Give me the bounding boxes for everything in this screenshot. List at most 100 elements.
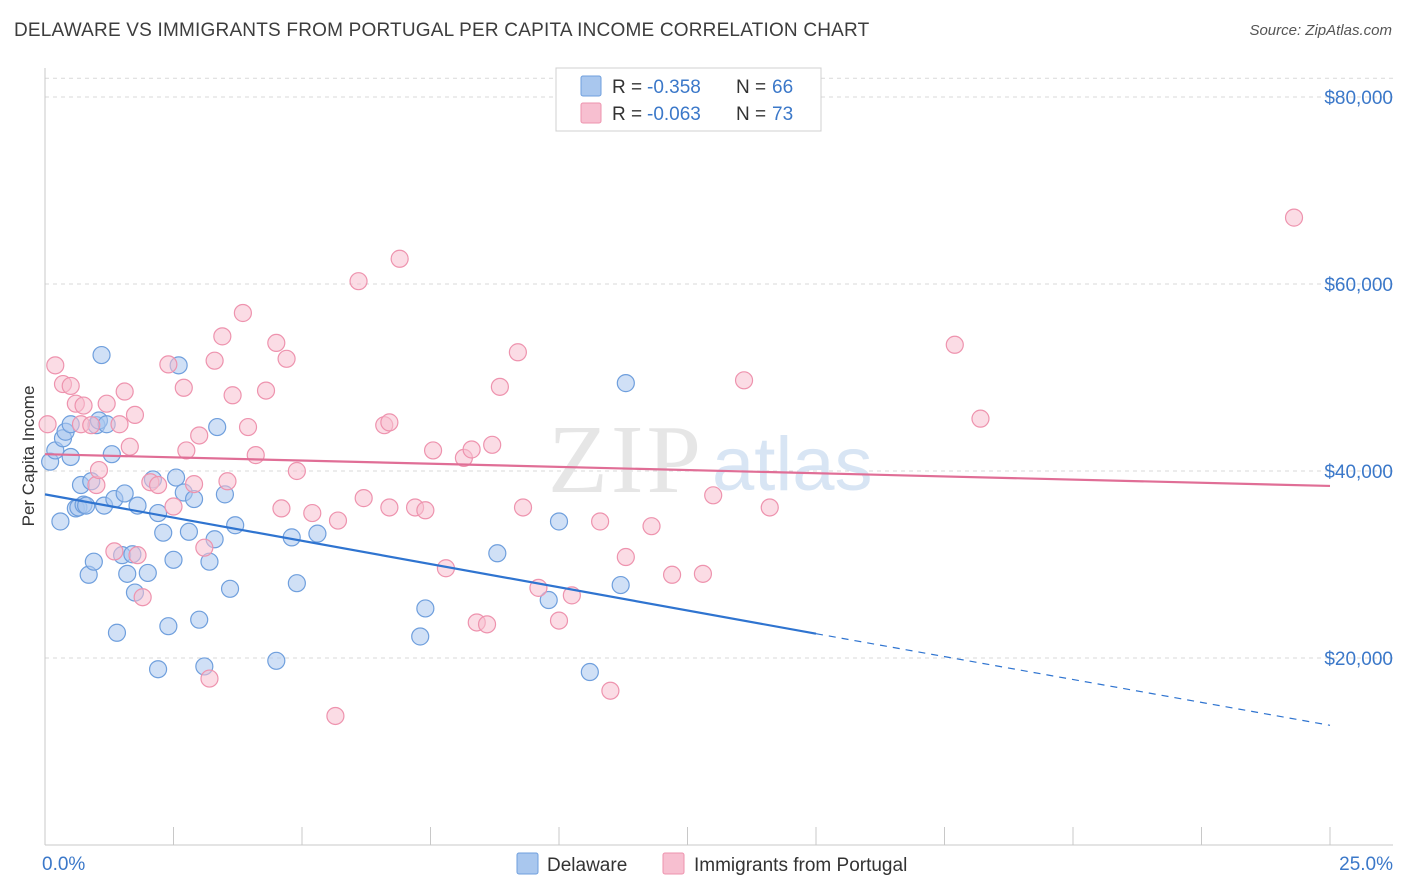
portugal-point	[61, 376, 80, 396]
y-axis-label-group: Per Capita Income	[19, 386, 38, 527]
portugal-point	[1284, 208, 1304, 227]
portugal-point	[380, 413, 399, 432]
y-tick-label: $60,000	[1324, 275, 1393, 296]
portugal-point	[120, 437, 139, 456]
portugal-point	[642, 517, 661, 536]
x-tick-label: 0.0%	[42, 854, 85, 875]
legend-bottom-label-portugal: Immigrants from Portugal	[694, 855, 907, 876]
portugal-point	[38, 415, 57, 434]
y-tick-label: $40,000	[1324, 462, 1393, 483]
portugal-point	[213, 327, 232, 346]
delaware-point	[416, 599, 435, 618]
portugal-point	[616, 547, 635, 567]
delaware-point	[226, 516, 245, 535]
chart-title: DELAWARE VS IMMIGRANTS FROM PORTUGAL PER…	[14, 20, 870, 41]
portugal-point	[256, 381, 276, 400]
portugal-point	[246, 446, 265, 465]
legend-bottom: Delaware Immigrants from Portugal	[516, 852, 907, 876]
portugal-point	[272, 499, 291, 518]
portugal-point	[704, 486, 723, 505]
portugal-point	[233, 303, 252, 323]
delaware-point	[580, 662, 599, 682]
portugal-point	[128, 546, 147, 565]
delaware-point	[51, 512, 70, 531]
portugal-point	[483, 435, 502, 454]
legend-n-value: 66	[772, 77, 793, 98]
portugal-point	[277, 349, 296, 368]
scatter-points	[38, 208, 1304, 726]
delaware-point	[611, 575, 630, 595]
legend-bottom-label-delaware: Delaware	[547, 855, 627, 876]
portugal-point	[287, 461, 306, 481]
delaware-point	[287, 574, 306, 593]
portugal-point	[125, 405, 145, 424]
delaware-trend-line	[44, 493, 817, 635]
y-axis-label: Per Capita Income	[19, 386, 38, 527]
legend-bottom-swatch-portugal	[662, 852, 685, 875]
chart-source: Source: ZipAtlas.com	[1249, 22, 1392, 39]
portugal-point	[89, 460, 109, 480]
portugal-point	[380, 498, 399, 517]
portugal-trend-line	[44, 453, 1331, 488]
tick-labels: $20,000 $40,000 $60,000 $80,000 0.0% 25.0%	[42, 88, 1393, 875]
portugal-point	[303, 503, 322, 523]
legend-n-label: N =	[736, 77, 766, 98]
portugal-point	[760, 498, 779, 517]
portugal-point	[184, 474, 204, 494]
delaware-point	[179, 522, 199, 541]
portugal-point	[218, 472, 237, 491]
trend-lines	[44, 453, 1331, 726]
portugal-point	[734, 371, 754, 390]
portugal-point	[82, 416, 101, 435]
delaware-point	[118, 564, 137, 583]
y-tick-label: $20,000	[1324, 649, 1393, 670]
delaware-point	[208, 417, 227, 437]
portugal-point	[190, 426, 209, 445]
portugal-point	[490, 377, 509, 396]
legend-r-value: -0.358	[647, 77, 701, 98]
legend-swatch-delaware	[580, 75, 602, 97]
portugal-point	[174, 378, 193, 397]
portugal-point	[349, 272, 368, 291]
portugal-point	[267, 333, 286, 353]
legend-bottom-swatch-delaware	[516, 852, 539, 875]
portugal-point	[354, 489, 373, 508]
portugal-point	[133, 588, 152, 607]
delaware-trend-extension	[815, 633, 1331, 726]
delaware-point	[267, 651, 286, 670]
delaware-point	[539, 590, 558, 610]
delaware-point	[92, 345, 111, 365]
legend-r-label: R =	[612, 77, 642, 98]
delaware-point	[159, 617, 178, 636]
portugal-point	[945, 335, 964, 354]
delaware-point	[220, 579, 240, 598]
delaware-point	[84, 552, 103, 571]
portugal-point	[477, 615, 497, 634]
portugal-point	[223, 386, 242, 405]
portugal-point	[513, 498, 533, 517]
portugal-point	[326, 706, 345, 726]
portugal-point	[87, 475, 106, 495]
portugal-point	[693, 564, 713, 583]
portugal-point	[416, 501, 435, 520]
x-tick-label: 25.0%	[1339, 854, 1393, 875]
delaware-point	[61, 447, 80, 467]
portugal-point	[177, 441, 196, 460]
delaware-point	[138, 563, 157, 583]
portugal-point	[549, 611, 569, 630]
legend-n-label: N =	[736, 104, 766, 125]
legend-r-value: -0.063	[647, 104, 701, 125]
delaware-point	[115, 484, 134, 503]
watermark-atlas: atlas	[712, 422, 873, 507]
legend-swatch-portugal	[580, 102, 602, 124]
portugal-point	[159, 355, 178, 374]
delaware-point	[190, 610, 209, 629]
portugal-point	[423, 441, 443, 460]
watermark-zip: ZIP	[548, 406, 704, 514]
portugal-point	[601, 681, 620, 700]
portugal-point	[74, 396, 93, 415]
watermark: ZIP atlas	[548, 406, 873, 514]
legend-top: R = -0.358 N = 66 R = -0.063 N = 73	[555, 67, 822, 132]
portugal-point	[205, 351, 224, 370]
